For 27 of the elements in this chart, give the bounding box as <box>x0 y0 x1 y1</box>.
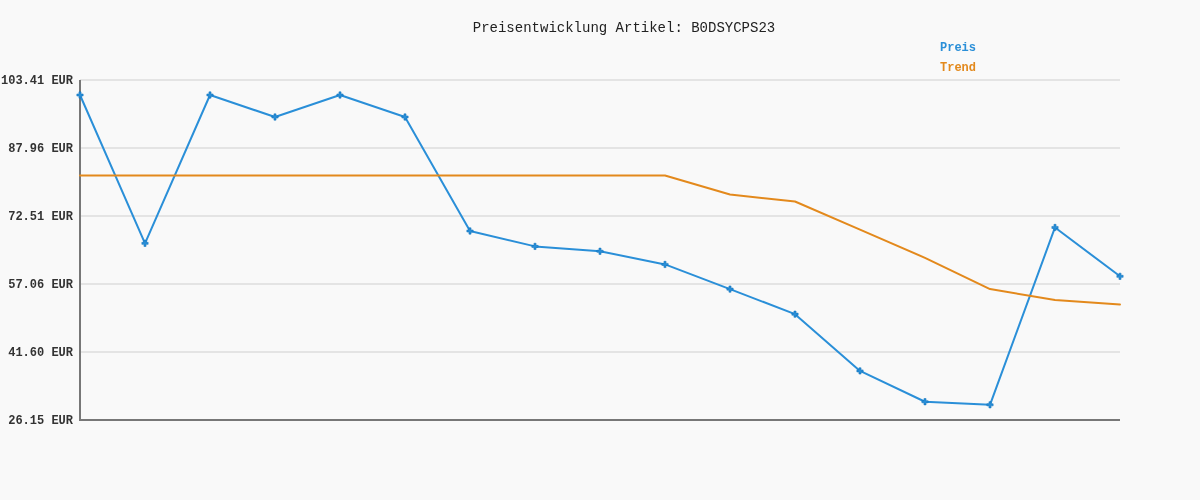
y-tick-label: 57.06 EUR <box>8 278 74 293</box>
point <box>661 261 669 268</box>
y-tick-label: 41.60 EUR <box>8 346 74 361</box>
point <box>856 367 864 375</box>
point <box>921 398 929 406</box>
point <box>596 247 604 255</box>
y-tick-label: 72.51 EUR <box>8 210 74 225</box>
line-series <box>79 174 1121 306</box>
point <box>206 91 214 99</box>
point <box>271 113 279 121</box>
point <box>726 285 734 293</box>
point <box>466 227 474 235</box>
point <box>1051 224 1059 231</box>
point <box>791 310 799 318</box>
chart-title: Preisentwicklung Artikel: B0DSYCPS23 <box>472 20 776 36</box>
point <box>401 113 409 121</box>
point <box>1116 272 1124 280</box>
point <box>141 239 149 247</box>
y-tick-label: 26.15 EUR <box>8 414 74 429</box>
point <box>531 243 539 250</box>
point <box>986 401 994 409</box>
y-tick-label: 103.41 EUR <box>0 74 74 89</box>
text: Preis <box>940 41 977 56</box>
text: Trend <box>940 61 977 76</box>
y-tick-label: 87.96 EUR <box>8 142 74 157</box>
point <box>336 91 344 99</box>
point <box>76 91 84 99</box>
